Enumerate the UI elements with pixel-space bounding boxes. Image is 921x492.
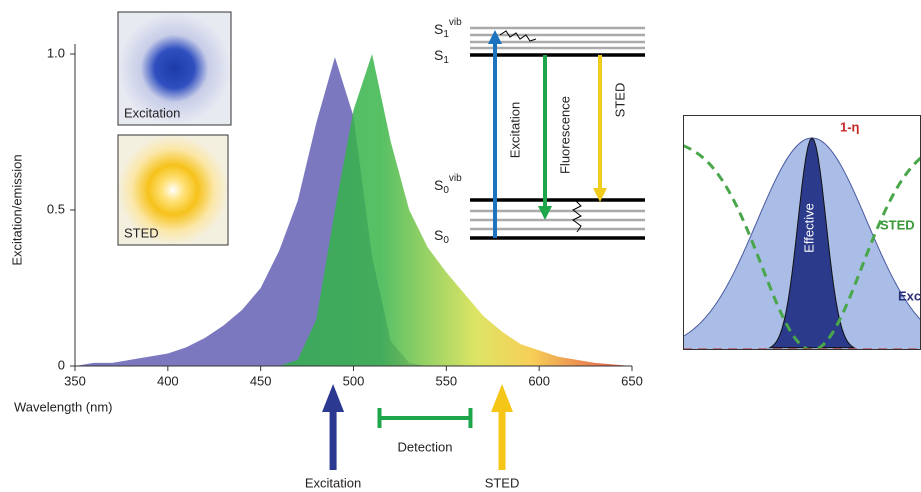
level-label: S0vib	[434, 173, 462, 196]
energy-diagram: S1vib S1 S0vib S0 Excitation Fluorescenc…	[430, 15, 645, 246]
level-sub: 0	[443, 235, 449, 246]
transition-label: STED	[612, 83, 627, 118]
marker-arrowhead	[491, 384, 514, 412]
level-main: S	[434, 47, 443, 63]
level-sub: 1	[443, 29, 449, 40]
y-axis-title: Excitation/emission	[9, 154, 24, 265]
level-main: S	[434, 177, 443, 193]
y-tick-label: 0	[58, 357, 65, 372]
psf-panel	[683, 115, 921, 350]
psf-label: Effective	[801, 203, 816, 253]
transition-label: Excitation	[507, 102, 522, 158]
x-tick-label: 500	[343, 373, 365, 388]
level-main: S	[434, 21, 443, 37]
x-tick-label: 350	[64, 373, 86, 388]
marker-label: Excitation	[305, 475, 361, 490]
effective-psf	[768, 137, 856, 349]
psf-label: 1-η	[840, 119, 860, 134]
inset-box	[117, 11, 232, 126]
level-sub: 1	[443, 55, 449, 66]
inset-label: STED	[124, 225, 159, 240]
level-label: S0	[434, 227, 449, 246]
psf-label: Exc	[898, 288, 921, 303]
marker-arrowhead	[322, 384, 345, 412]
level-label: S1	[434, 47, 449, 66]
x-axis-title: Wavelength (nm)	[14, 399, 113, 414]
x-tick-label: 450	[250, 373, 272, 388]
x-tick-label: 550	[435, 373, 457, 388]
psf-label: STED	[880, 217, 915, 232]
x-tick-label: 650	[621, 373, 643, 388]
marker-label: STED	[485, 475, 520, 490]
level-sup: vib	[449, 17, 462, 28]
level-sup: vib	[449, 173, 462, 184]
detection-label: Detection	[398, 439, 453, 454]
spectrum-area	[75, 54, 632, 366]
level-sub: 0	[443, 185, 449, 196]
x-tick-label: 400	[157, 373, 179, 388]
level-label: S1vib	[434, 17, 462, 40]
x-tick-label: 600	[528, 373, 550, 388]
plot: 350 400 450 500 550 600 650 0 0.5 1.0 Wavelength (…	[9, 44, 643, 414]
y-tick-label: 0.5	[47, 201, 65, 216]
level-main: S	[434, 227, 443, 243]
transition-label: Fluorescence	[557, 96, 572, 174]
inset-box	[117, 134, 229, 246]
y-tick-label: 1.0	[47, 45, 65, 60]
inset-label: Excitation	[124, 105, 180, 120]
